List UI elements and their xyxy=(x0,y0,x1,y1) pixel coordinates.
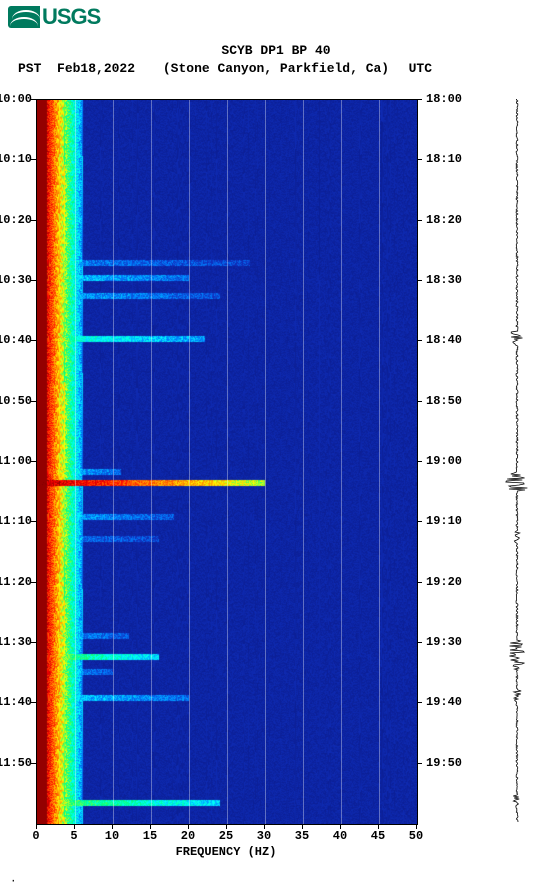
y-left-tick: 11:00 xyxy=(0,454,32,468)
y-right-tick: 18:50 xyxy=(426,394,462,408)
y-left-tick: 10:20 xyxy=(0,213,32,227)
gridline xyxy=(75,100,76,824)
y-left-tick: 10:50 xyxy=(0,394,32,408)
chart-title: SCYB DP1 BP 40 PST Feb18,2022 (Stone Can… xyxy=(0,42,552,77)
x-tick: 10 xyxy=(105,829,119,843)
gridline xyxy=(151,100,152,824)
x-tick: 40 xyxy=(333,829,347,843)
y-right-tick: 19:50 xyxy=(426,756,462,770)
gridline xyxy=(189,100,190,824)
y-left-tick: 10:30 xyxy=(0,273,32,287)
x-tick: 15 xyxy=(143,829,157,843)
footer-mark: · xyxy=(10,876,17,888)
x-tick: 0 xyxy=(32,829,39,843)
y-left-tick: 11:30 xyxy=(0,635,32,649)
gridline xyxy=(113,100,114,824)
y-left-tick: 11:40 xyxy=(0,695,32,709)
x-tick: 25 xyxy=(219,829,233,843)
y-right-tick: 19:20 xyxy=(426,575,462,589)
plot-area: FREQUENCY (HZ) 10:0018:0010:1018:1010:20… xyxy=(36,99,536,859)
y-right-tick: 18:30 xyxy=(426,273,462,287)
gridline xyxy=(379,100,380,824)
y-left-tick: 10:40 xyxy=(0,333,32,347)
gridline xyxy=(265,100,266,824)
gridline xyxy=(341,100,342,824)
x-tick: 30 xyxy=(257,829,271,843)
x-axis-label: FREQUENCY (HZ) xyxy=(36,845,416,859)
gridline xyxy=(303,100,304,824)
usgs-wave-icon xyxy=(8,6,40,28)
y-right-tick: 19:30 xyxy=(426,635,462,649)
x-tick: 45 xyxy=(371,829,385,843)
tz-left-label: PST Feb18,2022 xyxy=(18,60,135,78)
x-tick: 20 xyxy=(181,829,195,843)
y-right-tick: 18:20 xyxy=(426,213,462,227)
y-left-tick: 10:00 xyxy=(0,92,32,106)
usgs-logo: USGS xyxy=(0,0,552,34)
y-right-tick: 18:40 xyxy=(426,333,462,347)
x-tick: 35 xyxy=(295,829,309,843)
waveform-trace xyxy=(496,99,538,823)
station-label: (Stone Canyon, Parkfield, Ca) xyxy=(163,61,389,76)
y-right-tick: 18:00 xyxy=(426,92,462,106)
y-left-tick: 10:10 xyxy=(0,152,32,166)
x-tick: 50 xyxy=(409,829,423,843)
x-tick: 5 xyxy=(70,829,77,843)
y-left-tick: 11:20 xyxy=(0,575,32,589)
y-right-tick: 19:40 xyxy=(426,695,462,709)
y-right-tick: 19:10 xyxy=(426,514,462,528)
gridline xyxy=(227,100,228,824)
usgs-logo-text: USGS xyxy=(42,4,100,30)
y-right-tick: 19:00 xyxy=(426,454,462,468)
y-left-tick: 11:10 xyxy=(0,514,32,528)
spectrogram xyxy=(36,99,418,825)
tz-right-label: UTC xyxy=(409,60,432,78)
y-left-tick: 11:50 xyxy=(0,756,32,770)
y-right-tick: 18:10 xyxy=(426,152,462,166)
title-line2: PST Feb18,2022 (Stone Canyon, Parkfield,… xyxy=(0,60,552,78)
title-line1: SCYB DP1 BP 40 xyxy=(0,42,552,60)
